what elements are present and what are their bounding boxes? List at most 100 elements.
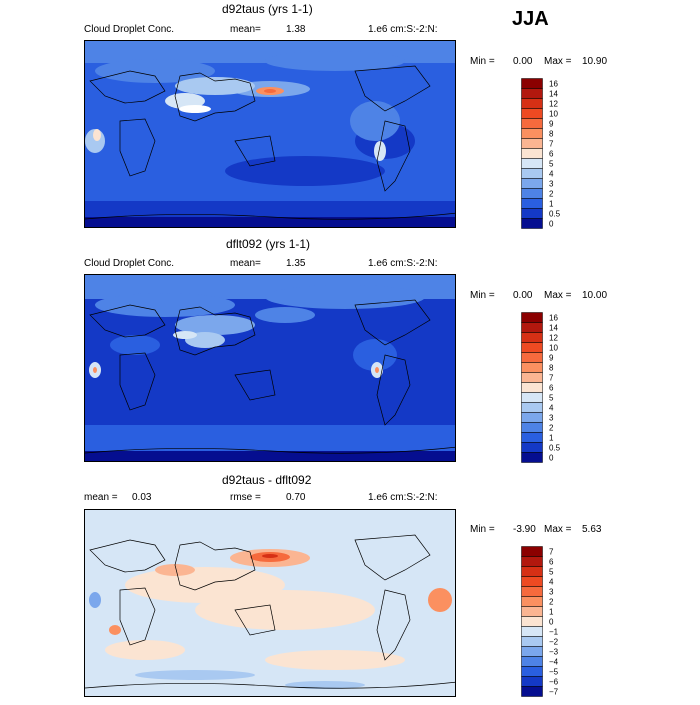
colorbar-tick-label: 12 xyxy=(549,100,558,109)
colorbar-tick-label: −3 xyxy=(549,648,559,657)
colorbar-swatch xyxy=(521,362,543,373)
panel-1-colorbar: 16 14 12 10 9 8 7 6 5 4 3 2 1 0.5 0 xyxy=(521,78,581,237)
colorbar-swatch xyxy=(521,606,543,617)
panel-3-mean-value: 0.03 xyxy=(132,492,152,503)
colorbar-tick-label: 3 xyxy=(549,180,554,189)
panel-2-variable-label: Cloud Droplet Conc. xyxy=(84,258,175,269)
colorbar-tick-label: −1 xyxy=(549,628,559,637)
colorbar-swatch xyxy=(521,108,543,119)
panel-2-min-value: 0.00 xyxy=(513,290,533,301)
colorbar-tick-label: 3 xyxy=(549,588,554,597)
colorbar-tick-label: 5 xyxy=(549,568,554,577)
colorbar-swatch xyxy=(521,422,543,433)
colorbar-swatch xyxy=(521,616,543,627)
panel-2-min-label: Min = xyxy=(470,290,495,301)
colorbar-swatch xyxy=(521,586,543,597)
colorbar-swatch xyxy=(521,312,543,323)
colorbar-swatch xyxy=(521,158,543,169)
panel-1-title: d92taus (yrs 1-1) xyxy=(222,2,313,16)
colorbar-tick-label: 4 xyxy=(549,170,554,179)
colorbar-swatch xyxy=(521,432,543,443)
colorbar-tick-label: 7 xyxy=(549,140,554,149)
colorbar-swatch xyxy=(521,198,543,209)
colorbar-swatch xyxy=(521,352,543,363)
colorbar-tick-label: 4 xyxy=(549,404,554,413)
panel-1-max-label: Max = xyxy=(544,56,572,67)
colorbar-swatch xyxy=(521,138,543,149)
season-label: JJA xyxy=(512,8,549,30)
colorbar-swatch xyxy=(521,322,543,333)
colorbar-swatch xyxy=(521,218,543,229)
colorbar-tick-label: 0.5 xyxy=(549,210,561,219)
colorbar-swatch xyxy=(521,442,543,453)
colorbar-tick-label: 5 xyxy=(549,160,554,169)
colorbar-tick-label: 6 xyxy=(549,384,554,393)
colorbar-tick-label: 9 xyxy=(549,120,554,129)
colorbar-tick-label: 8 xyxy=(549,130,554,139)
colorbar-swatch xyxy=(521,188,543,199)
panel-2-units-label: 1.e6 cm:S:-2:N: xyxy=(368,258,438,269)
colorbar-swatch xyxy=(521,556,543,567)
colorbar-tick-label: −6 xyxy=(549,678,559,687)
panel-1-map xyxy=(84,40,456,228)
panel-3-rmse-value: 0.70 xyxy=(286,492,306,503)
panel-2-max-label: Max = xyxy=(544,290,572,301)
colorbar-swatch xyxy=(521,178,543,189)
colorbar-tick-label: 0.5 xyxy=(549,444,561,453)
panel-3-min-value: -3.90 xyxy=(513,524,536,535)
panel-1-units-label: 1.e6 cm:S:-2:N: xyxy=(368,24,438,35)
colorbar-swatch xyxy=(521,208,543,219)
colorbar-swatch xyxy=(521,666,543,677)
colorbar-swatch xyxy=(521,342,543,353)
colorbar-tick-label: 4 xyxy=(549,578,554,587)
panel-3-max-label: Max = xyxy=(544,524,572,535)
colorbar-swatch xyxy=(521,382,543,393)
colorbar-swatch xyxy=(521,646,543,657)
colorbar-swatch xyxy=(521,118,543,129)
colorbar-tick-label: −5 xyxy=(549,668,559,677)
colorbar-tick-label: 1 xyxy=(549,608,554,617)
colorbar-tick-label: 6 xyxy=(549,150,554,159)
colorbar-swatch xyxy=(521,626,543,637)
colorbar-tick-label: 2 xyxy=(549,598,554,607)
panel-3-units-label: 1.e6 cm:S:-2:N: xyxy=(368,492,438,503)
colorbar-tick-label: −2 xyxy=(549,638,559,647)
colorbar-tick-label: 12 xyxy=(549,334,558,343)
colorbar-tick-label: 6 xyxy=(549,558,554,567)
panel-1-min-value: 0.00 xyxy=(513,56,533,67)
colorbar-tick-label: 10 xyxy=(549,110,558,119)
panel-3-mean-label: mean = xyxy=(84,492,118,503)
colorbar-swatch xyxy=(521,412,543,423)
colorbar-swatch xyxy=(521,372,543,383)
colorbar-tick-label: 0 xyxy=(549,454,554,463)
panel-2-max-value: 10.00 xyxy=(582,290,608,301)
colorbar-swatch xyxy=(521,402,543,413)
colorbar-swatch xyxy=(521,88,543,99)
colorbar-swatch xyxy=(521,98,543,109)
panel-1-map-graphic xyxy=(85,41,455,227)
colorbar-swatch xyxy=(521,332,543,343)
colorbar-tick-label: 14 xyxy=(549,90,558,99)
panel-3-rmse-label: rmse = xyxy=(230,492,261,503)
colorbar-tick-label: 2 xyxy=(549,424,554,433)
colorbar-tick-label: −4 xyxy=(549,658,559,667)
panel-3-min-label: Min = xyxy=(470,524,495,535)
panel-2-mean-label: mean= xyxy=(230,258,261,269)
colorbar-tick-label: 3 xyxy=(549,414,554,423)
colorbar-tick-label: 8 xyxy=(549,364,554,373)
colorbar-tick-label: 7 xyxy=(549,374,554,383)
colorbar-swatch xyxy=(521,392,543,403)
colorbar-tick-label: 0 xyxy=(549,618,554,627)
panel-2-title: dflt092 (yrs 1-1) xyxy=(226,237,311,251)
colorbar-swatch xyxy=(521,656,543,667)
colorbar-swatch xyxy=(521,168,543,179)
panel-2-colorbar: 16 14 12 10 9 8 7 6 5 4 3 2 1 0.5 0 xyxy=(521,312,581,471)
colorbar-swatch xyxy=(521,452,543,463)
colorbar-tick-label: 1 xyxy=(549,200,554,209)
colorbar-swatch xyxy=(521,78,543,89)
colorbar-swatch xyxy=(521,546,543,557)
colorbar-tick-label: 9 xyxy=(549,354,554,363)
